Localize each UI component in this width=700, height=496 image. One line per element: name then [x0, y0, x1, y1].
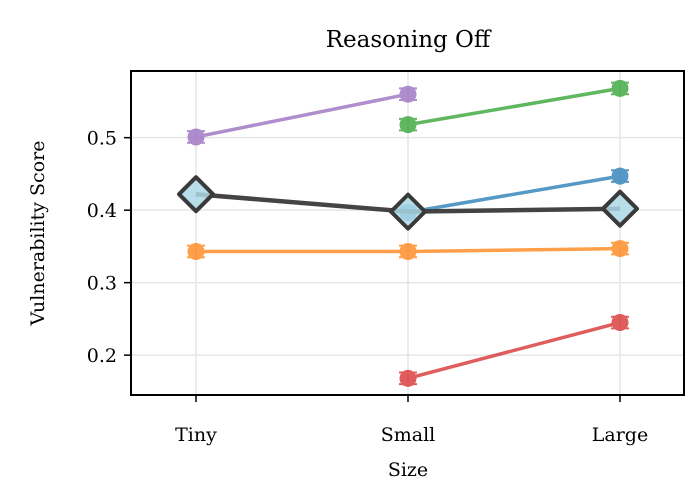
data-point [187, 128, 205, 146]
data-point [611, 167, 629, 185]
x-tick-label: Tiny [175, 424, 217, 446]
chart-title: Reasoning Off [326, 27, 492, 53]
mean-marker [601, 189, 639, 228]
series-5 [399, 314, 629, 387]
series-2 [399, 79, 629, 134]
series-line [407, 320, 621, 381]
series-1 [187, 85, 417, 146]
series-line [407, 174, 621, 215]
mean-marker [389, 192, 427, 231]
y-tick-label: 0.4 [87, 200, 117, 222]
data-point [611, 79, 629, 97]
y-axis-title: Vulnerability Score [27, 141, 49, 327]
y-tick-label: 0.3 [87, 273, 117, 295]
data-point [611, 314, 629, 332]
y-axis: 0.2 0.3 0.4 0.5 [87, 128, 131, 367]
series-layer [177, 79, 639, 387]
data-point [399, 116, 417, 134]
x-axis: Tiny Small Large [175, 395, 648, 446]
data-point [399, 369, 417, 387]
data-point [611, 240, 629, 258]
x-tick-label: Large [592, 424, 648, 446]
data-point [187, 242, 205, 260]
data-point [399, 85, 417, 103]
y-tick-label: 0.5 [87, 128, 117, 150]
x-axis-title: Size [388, 459, 428, 481]
mean-marker [177, 175, 215, 214]
mean-series [177, 175, 639, 231]
x-tick-label: Small [381, 424, 436, 446]
series-line [195, 92, 409, 139]
series-4 [187, 240, 629, 260]
y-tick-label: 0.2 [87, 345, 117, 367]
data-point [399, 242, 417, 260]
series-line [407, 86, 621, 127]
